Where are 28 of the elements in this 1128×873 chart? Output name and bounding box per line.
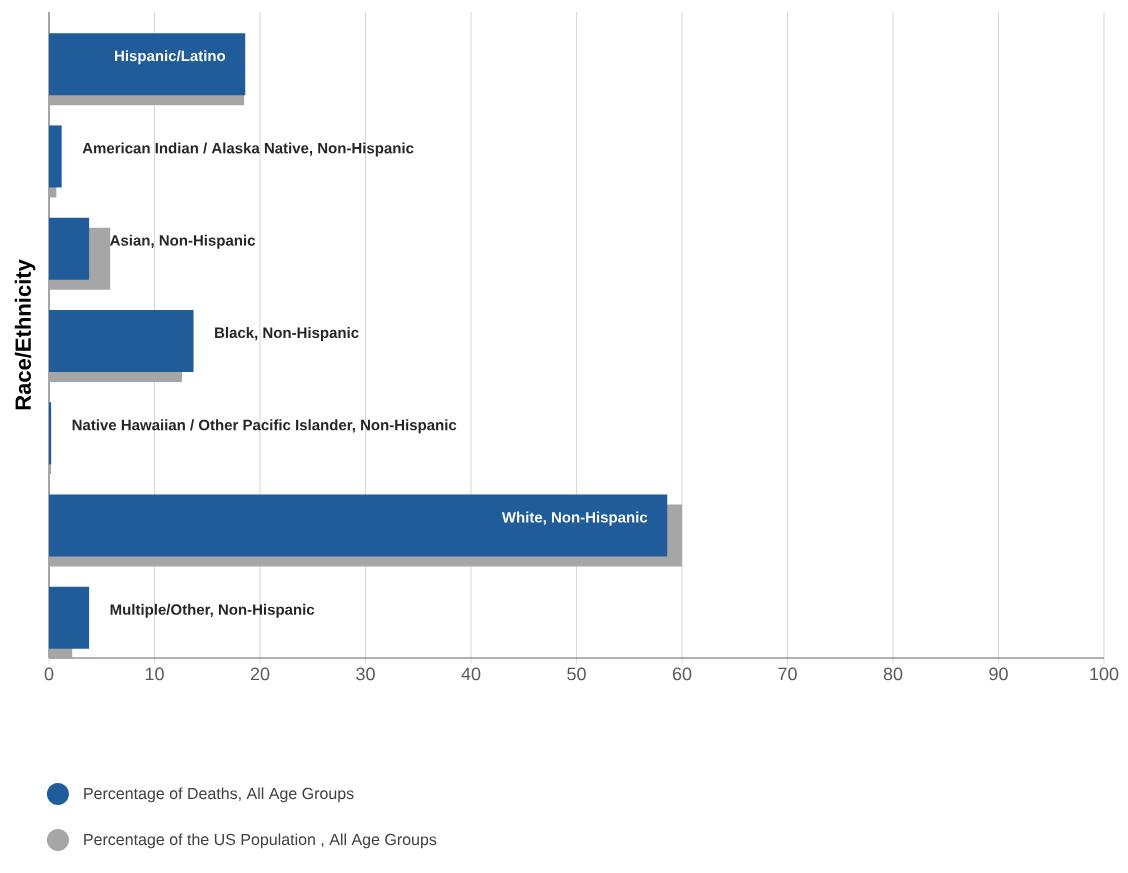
bar [49,310,194,372]
bar [49,586,90,649]
y-tick-label: White, Non-Hispanic [501,511,648,526]
x-tick-label: 90 [989,667,1008,681]
bar [49,494,668,557]
y-tick-label: Native Hawaiian / Other Pacific Islander, Non-Hispanic [72,419,457,434]
bar [49,217,90,280]
y-axis-title: Race/Ethnicity [14,259,36,410]
bar [49,125,62,188]
bar [49,402,52,465]
x-tick-label: 70 [778,667,797,681]
x-tick-label: 20 [250,667,270,681]
x-tick-label: 0 [44,667,54,681]
legend-label: Percentage of Deaths, All Age Groups [84,787,354,803]
y-tick-label: Asian, Non-Hispanic [110,234,256,249]
x-tick-label: 80 [883,667,903,681]
x-tick-label: 30 [356,667,375,681]
legend-label: Percentage of the US Population , All Age Groups [84,833,437,849]
y-tick-label: Black, Non-Hispanic [215,327,359,341]
y-tick-label: American Indian / Alaska Native, Non-Hispanic [82,142,414,157]
bar [49,33,246,96]
x-tick-label: 10 [145,667,164,681]
x-tick-label: 50 [567,667,586,681]
x-tick-label: 60 [672,667,692,681]
x-tick-label: 40 [461,667,481,681]
y-tick-label: Hispanic/Latino [115,50,226,65]
x-tick-label: 100 [1090,667,1119,681]
y-tick-label: Multiple/Other, Non-Hispanic [110,603,315,618]
